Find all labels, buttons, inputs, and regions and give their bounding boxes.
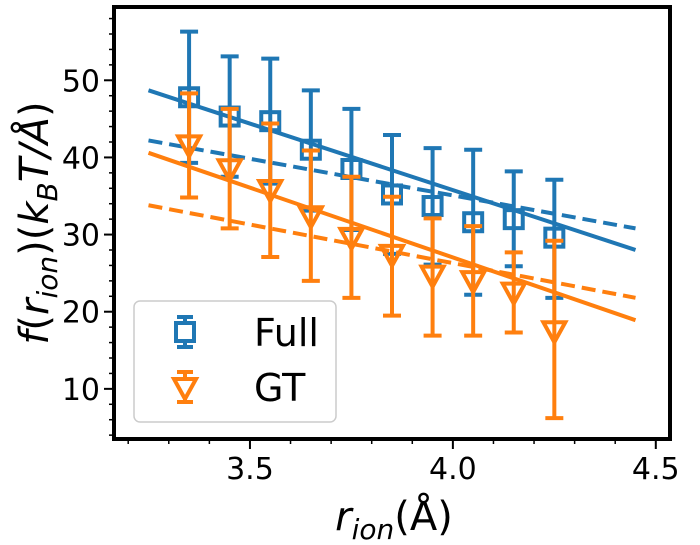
- marker-gt-4: [337, 226, 366, 254]
- legend-entry-gt: GT: [170, 366, 306, 410]
- marker-gt-8: [499, 281, 529, 308]
- errorbar-gt-3: [301, 148, 320, 283]
- y-tick-label-3: 40: [62, 141, 100, 176]
- x-tick-label-2: 4.5: [632, 452, 680, 487]
- errorbar-gt-5: [383, 194, 401, 318]
- marker-gt-9: [539, 320, 569, 347]
- marker-full-6: [421, 195, 444, 218]
- marker-gt-2: [255, 179, 285, 206]
- errorbar-gt-4: [342, 174, 361, 300]
- x-tick-label-1: 4.0: [429, 452, 477, 487]
- marker-gt-0: [174, 134, 204, 161]
- errorbar-gt-2: [261, 121, 280, 259]
- plot-area: [147, 29, 637, 421]
- legend-marker-full: [174, 321, 196, 343]
- legend: Full GT: [133, 300, 337, 423]
- marker-full-8: [502, 208, 525, 231]
- x-tick-label-0: 3.5: [226, 452, 274, 487]
- marker-gt-5: [377, 243, 407, 271]
- y-tick-label-2: 30: [62, 219, 100, 254]
- legend-label-full: Full: [254, 311, 319, 355]
- errorbar-gt-9: [545, 238, 564, 421]
- y-axis-label: f(rion)(kBT/Å): [10, 101, 64, 344]
- y-tick-label-0: 10: [62, 373, 100, 408]
- legend-entry-full: Full: [174, 311, 319, 355]
- axes: 3.5 4.0 4.5 10 20 30 40 50 rion(Å) f(rion)(kBT/Å): [10, 5, 680, 545]
- marker-gt-7: [458, 270, 488, 297]
- legend-marker-gt: [170, 377, 200, 404]
- x-axis-label: rion(Å): [335, 492, 453, 545]
- errorbar-gt-8: [504, 250, 523, 335]
- y-tick-label-1: 20: [62, 296, 100, 331]
- errorbar-gt-1: [220, 106, 239, 231]
- plot-frame: [112, 5, 672, 441]
- legend-label-gt: GT: [254, 366, 306, 410]
- marker-gt-1: [215, 158, 245, 185]
- marker-gt-3: [296, 205, 326, 232]
- series-gt: [147, 91, 637, 421]
- errorbar-gt-6: [423, 216, 442, 338]
- marker-gt-6: [418, 264, 447, 291]
- errorbar-gt-7: [464, 224, 483, 338]
- y-tick-label-4: 50: [62, 64, 100, 99]
- errorbar-gt-0: [180, 91, 199, 200]
